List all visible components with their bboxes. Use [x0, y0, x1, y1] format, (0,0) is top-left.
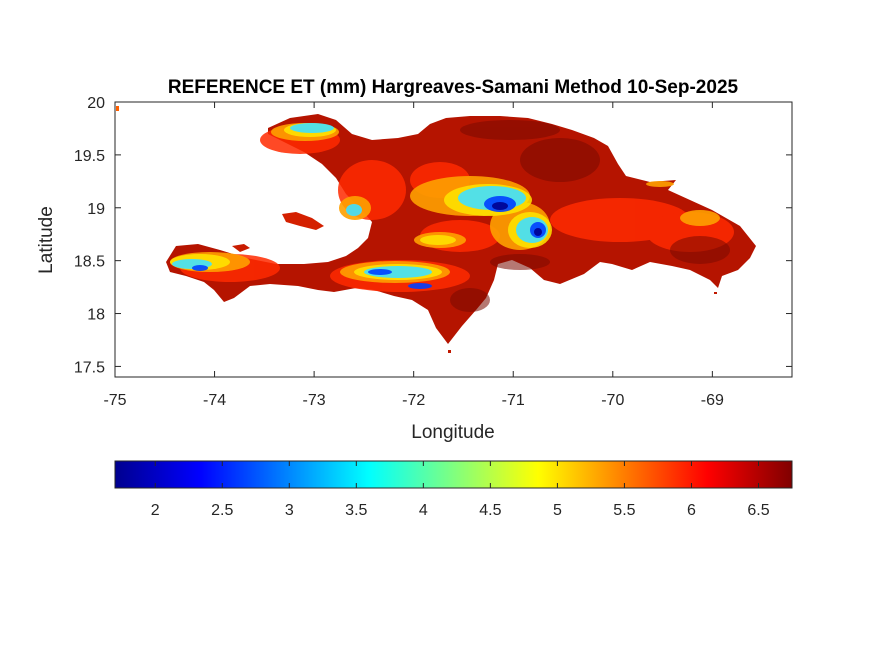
- x-tick-label: -74: [203, 392, 226, 409]
- et-raster: [116, 106, 756, 353]
- x-tick-label: -72: [402, 392, 425, 409]
- gonave-island: [232, 244, 250, 252]
- y-tick-label: 19.5: [74, 148, 105, 165]
- colorbar-tick-label: 3: [285, 502, 294, 519]
- colorbar-tick-label: 4: [419, 502, 428, 519]
- x-axis-label: Longitude: [411, 422, 494, 443]
- x-tick-label: -69: [701, 392, 724, 409]
- colorbar-gradient: [114, 460, 793, 489]
- y-tick-label: 18: [87, 307, 105, 324]
- x-axis: -75 -74 -73 -72 -71 -70 -69: [103, 102, 724, 409]
- axes-box: [114, 101, 793, 378]
- et-zone-darkblue: [492, 202, 542, 236]
- y-tick-label: 19: [87, 201, 105, 218]
- colorbar-tick-label: 4.5: [479, 502, 501, 519]
- colorbar-tick-label: 6.5: [747, 502, 769, 519]
- y-tick-label: 17.5: [74, 359, 105, 376]
- y-tick-label: 18.5: [74, 254, 105, 271]
- x-tick-label: -73: [303, 392, 326, 409]
- colorbar: 2 2.5 3 3.5 4 4.5 5 5.5 6 6.5: [114, 460, 793, 519]
- x-tick-label: -70: [601, 392, 624, 409]
- chart-title: REFERENCE ET (mm) Hargreaves-Samani Meth…: [168, 77, 739, 98]
- colorbar-tick-label: 2: [151, 502, 160, 519]
- islet: [714, 292, 717, 294]
- y-axis: 20 19.5 19 18.5 18 17.5: [74, 95, 792, 376]
- islet: [116, 106, 119, 111]
- colorbar-tick-label: 5.5: [613, 502, 635, 519]
- colorbar-tick-label: 6: [687, 502, 696, 519]
- colorbar-tick-label: 2.5: [211, 502, 233, 519]
- colorbar-tick-label: 3.5: [345, 502, 367, 519]
- x-tick-label: -71: [502, 392, 525, 409]
- x-tick-label: -75: [103, 392, 126, 409]
- y-axis-label: Latitude: [36, 206, 57, 274]
- tortuga-island: [282, 212, 324, 230]
- et-zone-darkred: [450, 120, 730, 312]
- y-tick-label: 20: [87, 95, 105, 112]
- colorbar-tick-label: 5: [553, 502, 562, 519]
- islet: [448, 350, 451, 353]
- plot-area: -75 -74 -73 -72 -71 -70 -69 20 19.5 19 18.5 18 17.5: [74, 95, 793, 409]
- colorbar-ticks: 2 2.5 3 3.5 4 4.5 5 5.5 6 6.5: [151, 461, 770, 519]
